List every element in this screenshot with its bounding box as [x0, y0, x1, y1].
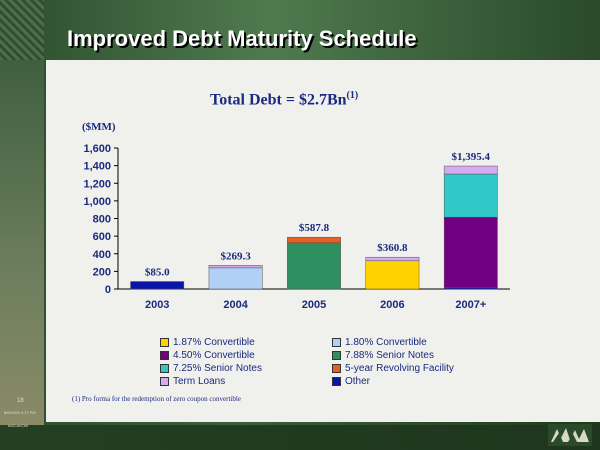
bar-total-label: $269.3: [220, 250, 251, 262]
bar-segment: [130, 281, 185, 290]
bar-segment: [287, 242, 341, 290]
slide-title: Improved Debt Maturity Schedule: [67, 26, 417, 51]
legend-swatch: [160, 363, 169, 373]
y-tick-label: 1,600: [83, 143, 111, 155]
legend-swatch: [332, 376, 341, 386]
footnote: (1) Pro forma for the redemption of zero…: [72, 395, 241, 403]
left-sidebar: [0, 60, 44, 425]
legend-swatch: [332, 337, 341, 347]
x-tick-label: 2003: [145, 299, 169, 311]
footer-bar: [0, 425, 600, 450]
date-stamp: 8/6/2003 3:17 PM: [4, 410, 36, 415]
y-tick-label: 800: [93, 214, 111, 226]
corner-texture: [0, 0, 44, 60]
legend-label: 1.87% Convertible: [173, 337, 255, 348]
legend-item: 4.50% Convertible: [160, 350, 255, 361]
x-tick-label: 2006: [380, 299, 404, 311]
legend-item: Other: [332, 376, 370, 387]
legend-label: Term Loans: [173, 376, 226, 387]
legend-label: 5-year Revolving Facility: [345, 363, 454, 374]
owner-label: tubCar/Cell: [8, 423, 29, 428]
bar-segment: [287, 236, 341, 243]
legend-item: Term Loans: [160, 376, 225, 387]
page-number: 18: [17, 398, 24, 404]
x-tick-label: 2004: [223, 299, 248, 311]
y-tick-label: 600: [93, 231, 111, 243]
legend-swatch: [160, 337, 169, 347]
bar-segment: [365, 260, 420, 290]
bar-segment: [443, 216, 498, 288]
bar-segment: [365, 256, 420, 262]
legend-item: 5-year Revolving Facility: [332, 363, 454, 374]
y-tick-label: 1,200: [83, 178, 111, 190]
company-logo-icon: [548, 424, 592, 446]
x-tick-label: 2005: [302, 299, 326, 311]
y-axis-unit-label: ($MM): [82, 121, 116, 133]
y-tick-label: 1,400: [83, 161, 111, 173]
y-tick-label: 200: [93, 266, 111, 278]
legend-label: 7.25% Senior Notes: [173, 363, 262, 374]
bar-segment: [208, 265, 263, 269]
chart-title-footnote-mark: (1): [346, 90, 359, 101]
y-tick-label: 1,000: [83, 196, 111, 208]
bar-segment: [208, 267, 263, 290]
legend-item: 1.87% Convertible: [160, 337, 255, 348]
chart-title-text: Total Debt = $2.7Bn: [210, 91, 347, 109]
y-tick-label: 400: [93, 249, 111, 261]
legend-swatch: [332, 363, 341, 373]
legend-item: 7.88% Senior Notes: [332, 350, 434, 361]
chart-title: Total Debt = $2.7Bn(1): [210, 90, 358, 109]
legend-item: 7.25% Senior Notes: [160, 363, 262, 374]
legend-label: 1.80% Convertible: [345, 337, 427, 348]
legend-item: 1.80% Convertible: [332, 337, 427, 348]
header-band: [0, 0, 600, 60]
bar-total-label: $360.8: [377, 242, 408, 254]
legend-swatch: [160, 376, 169, 386]
bar-total-label: $587.8: [299, 222, 330, 234]
y-tick-label: 0: [105, 284, 111, 296]
bar-total-label: $85.0: [145, 267, 170, 279]
legend-label: 4.50% Convertible: [173, 350, 255, 361]
x-tick-label: 2007+: [455, 299, 486, 311]
bar-total-label: $1,395.4: [452, 151, 491, 163]
legend-swatch: [332, 350, 341, 360]
legend-swatch: [160, 350, 169, 360]
legend-label: 7.88% Senior Notes: [345, 350, 434, 361]
bar-segment: [443, 173, 498, 218]
bar-segment: [443, 165, 498, 175]
legend-label: Other: [345, 376, 371, 387]
